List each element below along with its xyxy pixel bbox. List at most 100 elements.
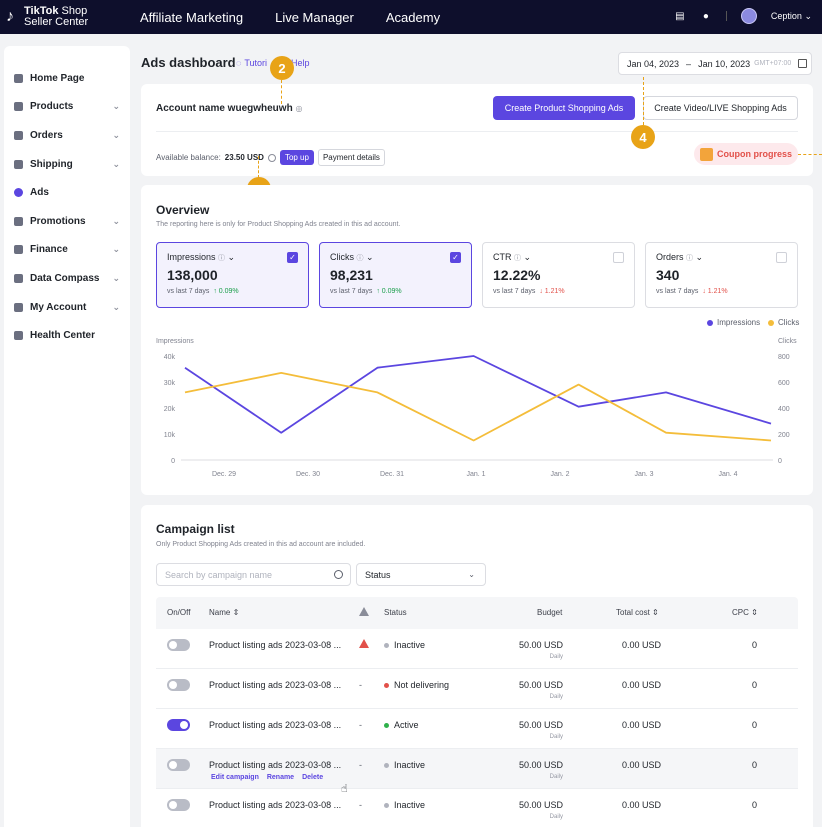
campaign-toggle[interactable] bbox=[167, 799, 190, 811]
metric-name[interactable]: CTR ⓘ ⌄ bbox=[493, 252, 532, 262]
create-product-ads-button[interactable]: Create Product Shopping Ads bbox=[493, 96, 635, 120]
legend-clicks[interactable]: Clicks bbox=[768, 318, 799, 327]
budget-type: Daily bbox=[549, 734, 563, 740]
budget-value: 50.00 USD bbox=[518, 760, 563, 770]
campaign-name[interactable]: Product listing ads 2023-03-08 ... bbox=[209, 680, 342, 690]
legend-impressions[interactable]: Impressions bbox=[707, 318, 760, 327]
table-row[interactable]: Product listing ads 2023-03-08 ... - Inact… bbox=[156, 789, 798, 827]
payment-details-button[interactable]: Payment details bbox=[317, 149, 385, 166]
metric-card-clicks[interactable]: Clicks ⓘ ⌄ 98,231 vs last 7 days ↑ 0.09% ✓ bbox=[319, 242, 472, 308]
budget-type: Daily bbox=[549, 774, 563, 780]
campaign-toggle[interactable] bbox=[167, 679, 190, 691]
trend-down-icon: ↓ 1.21% bbox=[539, 288, 565, 295]
metric-comparison: vs last 7 days ↑ 0.09% bbox=[330, 288, 402, 295]
nav-academy[interactable]: Academy bbox=[385, 9, 441, 25]
bell-icon[interactable]: ● bbox=[702, 10, 709, 22]
budget-value: 50.00 USD bbox=[518, 720, 563, 730]
brand-subtitle: Seller Center bbox=[24, 16, 89, 28]
right-tick-label: 200 bbox=[778, 432, 790, 439]
truck-icon bbox=[14, 159, 23, 169]
budget-type: Daily bbox=[549, 694, 563, 700]
total-cost-value: 0.00 USD bbox=[622, 640, 662, 650]
sidebar-item-data-compass[interactable]: Data Compass ⌄ bbox=[4, 264, 130, 293]
sidebar-item-health-center[interactable]: Health Center bbox=[4, 321, 130, 350]
campaign-name[interactable]: Product listing ads 2023-03-08 ... bbox=[209, 720, 342, 730]
status-dot bbox=[384, 642, 389, 648]
lightbulb-icon: ◌ bbox=[236, 58, 242, 68]
table-row[interactable]: Product listing ads 2023-03-08 ... - Not d… bbox=[156, 669, 798, 709]
col-name[interactable]: Name ⇕ bbox=[209, 608, 240, 617]
top-up-button[interactable]: Top up bbox=[279, 150, 314, 165]
series-line-impressions bbox=[184, 355, 772, 434]
sidebar-item-ads[interactable]: Ads bbox=[4, 178, 130, 207]
sidebar-item-home-page[interactable]: Home Page bbox=[4, 64, 130, 93]
user-name[interactable]: Ception ⌄ bbox=[770, 10, 812, 21]
annotation-badge-2: 2 bbox=[270, 56, 294, 80]
tutorial-help-link[interactable]: ◌ Tutori Help bbox=[236, 58, 310, 68]
account-divider bbox=[156, 131, 798, 132]
campaign-name[interactable]: Product listing ads 2023-03-08 ... bbox=[209, 760, 342, 770]
total-cost-value: 0.00 USD bbox=[622, 760, 662, 770]
edit-campaign-link[interactable]: Edit campaign bbox=[211, 774, 259, 781]
col-cpc[interactable]: CPC ⇕ bbox=[732, 608, 758, 617]
rename-link[interactable]: Rename bbox=[266, 774, 295, 781]
warning-placeholder: - bbox=[359, 760, 362, 770]
metric-card-ctr[interactable]: CTR ⓘ ⌄ 12.22% vs last 7 days ↓ 1.21% bbox=[482, 242, 635, 308]
coupon-label: Coupon progress bbox=[717, 149, 793, 159]
nav-affiliate-marketing[interactable]: Affiliate Marketing bbox=[140, 9, 244, 25]
campaign-name[interactable]: Product listing ads 2023-03-08 ... bbox=[209, 800, 342, 810]
sidebar-item-shipping[interactable]: Shipping ⌄ bbox=[4, 150, 130, 179]
campaign-toggle[interactable] bbox=[167, 639, 190, 651]
x-tick-label: Dec. 30 bbox=[296, 471, 320, 478]
status-badge: Inactive bbox=[384, 760, 425, 770]
help-label[interactable]: Help bbox=[291, 58, 310, 68]
left-tick-label: 10k bbox=[164, 432, 176, 439]
sidebar-item-label: Promotions bbox=[30, 215, 86, 227]
delete-link[interactable]: Delete bbox=[302, 774, 324, 781]
chat-icon[interactable]: ▤ bbox=[675, 10, 685, 22]
metric-checkbox[interactable]: ✓ bbox=[450, 252, 461, 263]
tutorial-label[interactable]: Tutori bbox=[244, 58, 268, 68]
metric-name[interactable]: Orders ⓘ ⌄ bbox=[656, 252, 704, 262]
search-icon[interactable] bbox=[334, 570, 343, 579]
sidebar-item-orders[interactable]: Orders ⌄ bbox=[4, 121, 130, 150]
date-range-picker[interactable]: Jan 04, 2023 – Jan 10, 2023 GMT+07:00 bbox=[618, 52, 812, 75]
campaign-name[interactable]: Product listing ads 2023-03-08 ... bbox=[209, 640, 342, 650]
sidebar-item-promotions[interactable]: Promotions ⌄ bbox=[4, 207, 130, 236]
table-row[interactable]: Product listing ads 2023-03-08 ... - Inact… bbox=[156, 749, 798, 789]
warning-icon[interactable] bbox=[359, 639, 369, 648]
coupon-progress-button[interactable]: Coupon progress bbox=[694, 143, 798, 165]
nav-live-manager[interactable]: Live Manager bbox=[275, 9, 354, 25]
sidebar-item-label: Finance bbox=[30, 244, 68, 256]
calendar-icon bbox=[798, 59, 808, 68]
campaign-toggle[interactable] bbox=[167, 719, 190, 731]
table-row[interactable]: Product listing ads 2023-03-08 ... - Activ… bbox=[156, 709, 798, 749]
status-select[interactable]: Status ⌄ bbox=[356, 563, 486, 586]
sidebar-item-label: Home Page bbox=[30, 72, 85, 84]
overview-subtitle: The reporting here is only for Product S… bbox=[156, 221, 401, 228]
help-icon: ⓘ bbox=[218, 255, 226, 262]
warning-icon bbox=[359, 607, 369, 616]
campaign-search-input[interactable]: Search by campaign name bbox=[156, 563, 351, 586]
sidebar-item-products[interactable]: Products ⌄ bbox=[4, 93, 130, 122]
metric-name[interactable]: Clicks ⓘ ⌄ bbox=[330, 252, 374, 262]
sidebar-item-finance[interactable]: Finance ⌄ bbox=[4, 236, 130, 265]
tiktok-shop-logo[interactable]: ♪ TikTok Shop Seller Center bbox=[6, 6, 126, 28]
metric-name[interactable]: Impressions ⓘ ⌄ bbox=[167, 252, 236, 262]
sidebar-item-my-account[interactable]: My Account ⌄ bbox=[4, 293, 130, 322]
metric-checkbox[interactable] bbox=[613, 252, 624, 263]
table-row[interactable]: Product listing ads 2023-03-08 ... Inacti… bbox=[156, 629, 798, 669]
metric-checkbox[interactable] bbox=[776, 252, 787, 263]
table-header: On/Off Name ⇕ Status Budget Total cost ⇕… bbox=[156, 597, 798, 629]
create-video-live-ads-button[interactable]: Create Video/LIVE Shopping Ads bbox=[643, 96, 798, 120]
clicks-dot bbox=[768, 319, 774, 326]
campaign-toggle[interactable] bbox=[167, 759, 190, 771]
metric-checkbox[interactable]: ✓ bbox=[287, 252, 298, 263]
budget-type: Daily bbox=[549, 654, 563, 660]
avatar[interactable] bbox=[740, 8, 757, 24]
metric-card-impressions[interactable]: Impressions ⓘ ⌄ 138,000 vs last 7 days ↑ 0… bbox=[156, 242, 309, 308]
chevron-down-icon: ⌄ bbox=[112, 244, 120, 255]
col-total-cost[interactable]: Total cost ⇕ bbox=[616, 608, 659, 617]
metric-card-orders[interactable]: Orders ⓘ ⌄ 340 vs last 7 days ↓ 1.21% bbox=[645, 242, 798, 308]
help-icon[interactable] bbox=[267, 153, 276, 162]
